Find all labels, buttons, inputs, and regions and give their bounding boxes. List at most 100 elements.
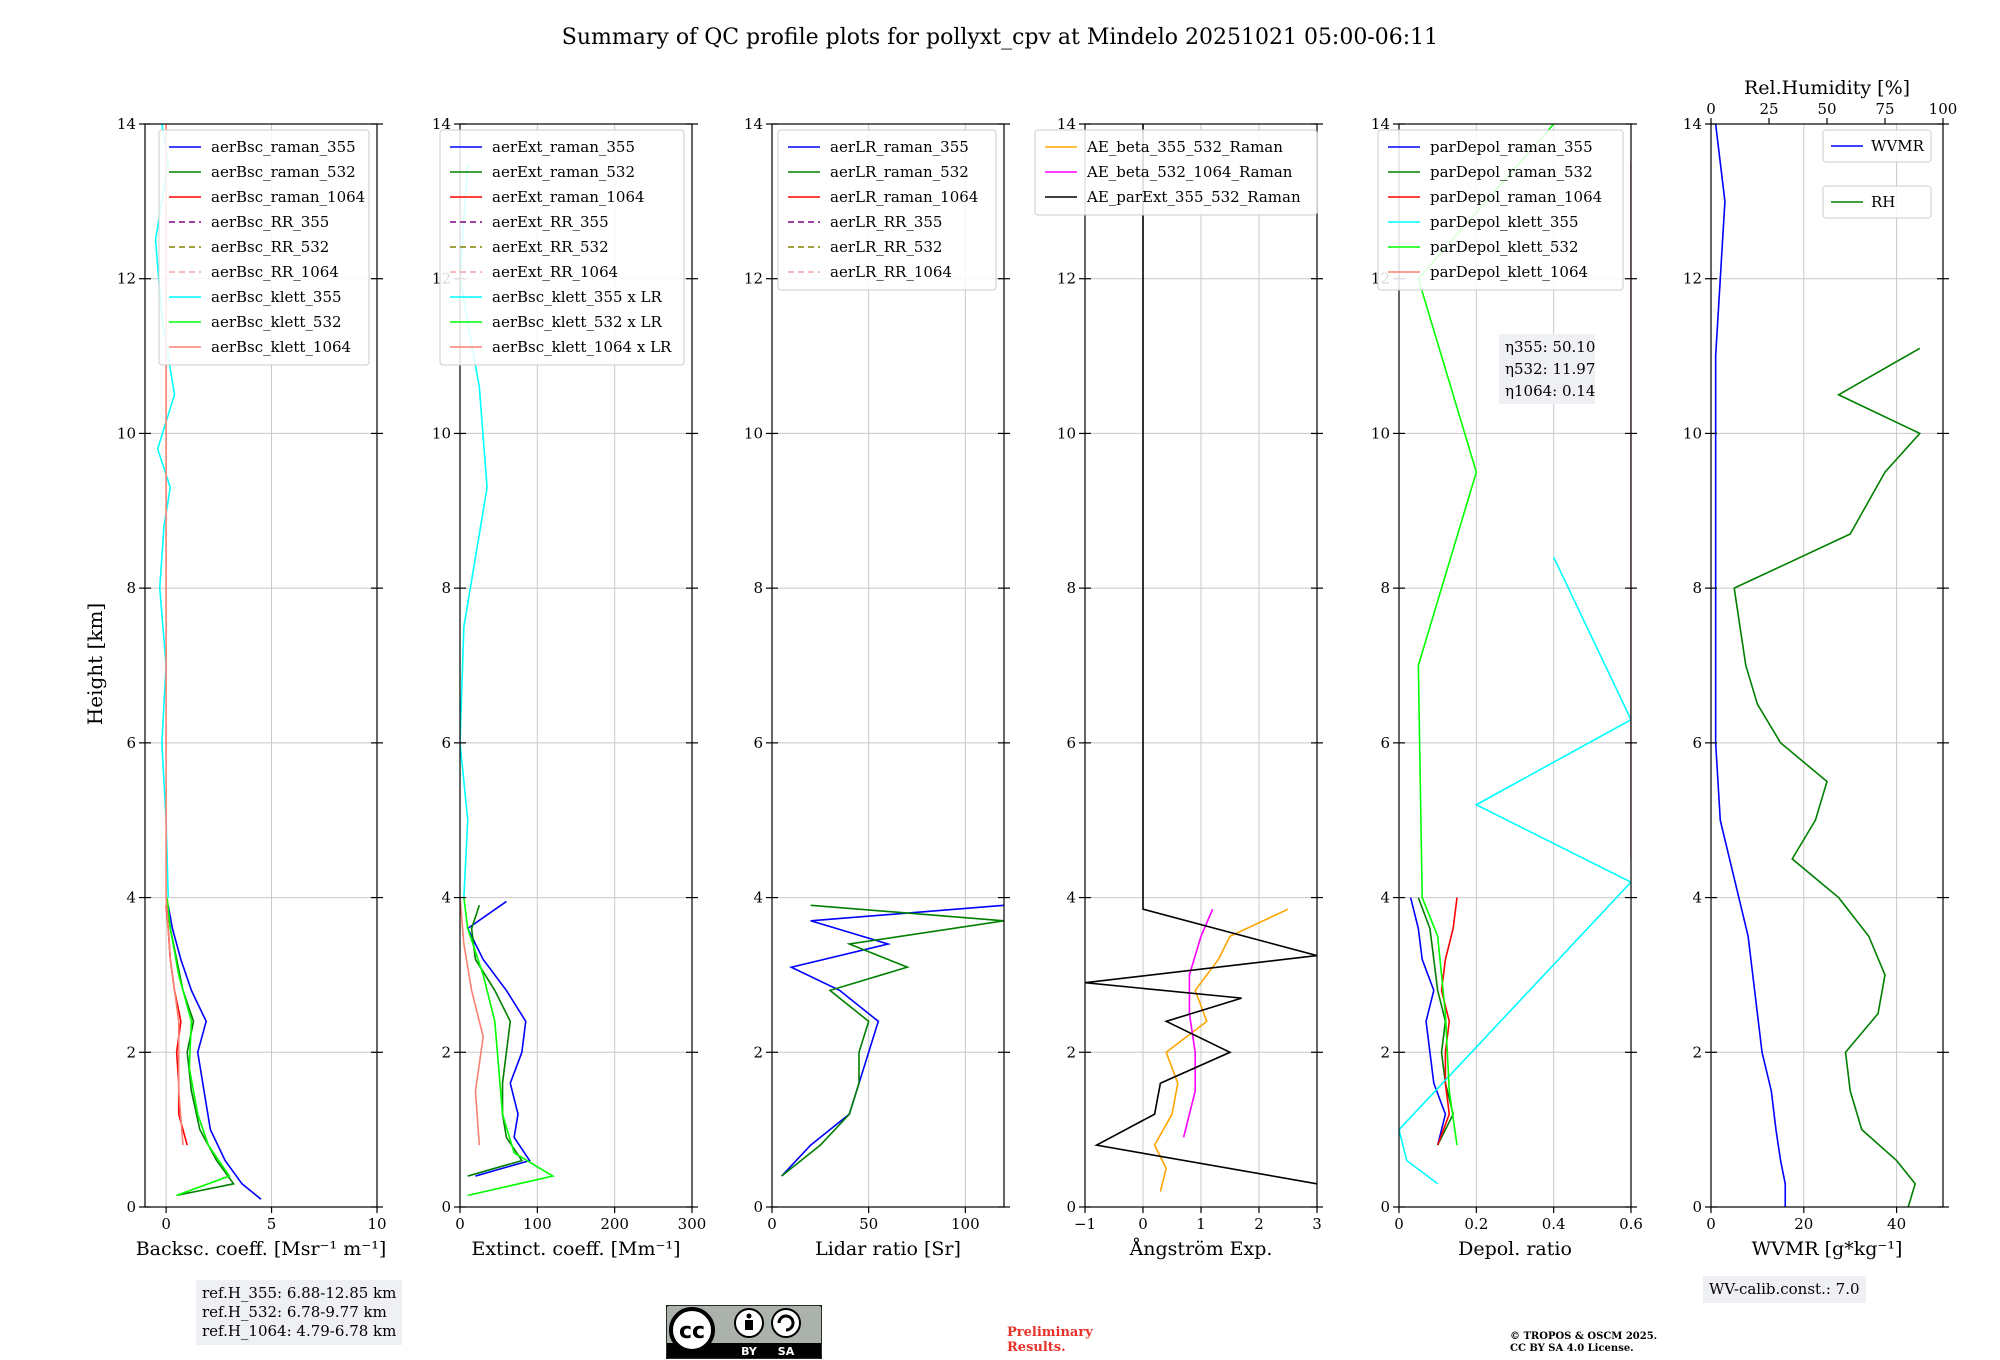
y-tick-label: 14	[1683, 115, 1702, 133]
y-tick-label: 14	[432, 115, 451, 133]
x-tick-label: 300	[678, 1215, 707, 1233]
x-tick-label: 0	[1706, 1215, 1716, 1233]
eta-annotation-label: η532: 11.97	[1505, 360, 1595, 378]
y-tick-label: 2	[753, 1043, 763, 1061]
series-line-aerBsc_klett_355	[154, 124, 176, 898]
legend-label: WVMR	[1871, 137, 1925, 155]
legend-box	[158, 129, 370, 366]
series-line-parDepol_raman_1064	[1436, 897, 1458, 1146]
legend-box	[1822, 129, 1932, 163]
preliminary-line-1: Preliminary	[1007, 1325, 1093, 1340]
x-tick-label: 0	[161, 1215, 171, 1233]
legend-box	[1822, 185, 1932, 219]
y-tick-label: 0	[441, 1198, 451, 1216]
legend-label: aerBsc_raman_1064	[211, 188, 365, 206]
series-line-parDepol_raman_355	[1409, 897, 1447, 1146]
x-tick-label: 0	[1394, 1215, 1404, 1233]
legend-label: aerExt_RR_1064	[492, 263, 618, 281]
x-axis-label: Extinct. coeff. [Mm⁻¹]	[471, 1238, 680, 1260]
y-tick-label: 10	[1683, 424, 1702, 442]
legend-label: parDepol_raman_532	[1430, 163, 1593, 181]
series-line-aerBsc_klett_532 x LR	[463, 897, 555, 1197]
legend-label: aerBsc_klett_532 x LR	[492, 313, 663, 331]
top-x-tick-label: 25	[1759, 100, 1778, 118]
legend-label: aerLR_raman_532	[830, 163, 969, 181]
y-tick-label: 10	[744, 424, 763, 442]
reference-height-box: ref.H_355: 6.88-12.85 km ref.H_532: 6.78…	[196, 1280, 403, 1345]
y-tick-label: 8	[1380, 579, 1390, 597]
x-tick-label: −1	[1074, 1215, 1096, 1233]
top-x-tick-label: 50	[1817, 100, 1836, 118]
x-tick-label: 100	[951, 1215, 980, 1233]
cc-mark: cc	[679, 1319, 705, 1344]
x-tick-label: 0.4	[1542, 1215, 1566, 1233]
cc-by-sa-badge: cc BY SA	[666, 1305, 822, 1359]
y-tick-label: 10	[1371, 424, 1390, 442]
legend-label: aerBsc_RR_1064	[211, 263, 339, 281]
legend-label: aerExt_raman_355	[492, 138, 635, 156]
preliminary-results-note: Preliminary Results.	[1007, 1325, 1093, 1355]
y-tick-label: 2	[1692, 1043, 1702, 1061]
y-tick-label: 14	[117, 115, 136, 133]
legend-label: parDepol_raman_1064	[1430, 188, 1602, 206]
y-tick-label: 2	[1066, 1043, 1076, 1061]
x-tick-label: 1	[1196, 1215, 1206, 1233]
x-tick-label: 0.6	[1619, 1215, 1643, 1233]
y-tick-label: 8	[1066, 579, 1076, 597]
axes-frame	[1398, 123, 1632, 1208]
figure-title: Summary of QC profile plots for pollyxt_…	[562, 25, 1438, 50]
y-tick-label: 4	[441, 889, 451, 907]
y-tick-label: 8	[1692, 579, 1702, 597]
top-x-tick-label: 75	[1875, 100, 1894, 118]
series-line-RH	[1733, 347, 1922, 1207]
y-tick-label: 0	[1692, 1198, 1702, 1216]
legend-label: aerBsc_raman_355	[211, 138, 356, 156]
legend-label: aerExt_raman_1064	[492, 188, 645, 206]
series-line-parDepol_klett_355	[1399, 556, 1631, 1185]
x-axis-label: Lidar ratio [Sr]	[815, 1238, 961, 1260]
eta-annotation-label: η1064: 0.14	[1505, 382, 1595, 400]
panel-lidar_ratio: 0 2 4 6 8 10 12 14 0 50 100 Lidar ratio [Sr] aerLR_r…	[744, 115, 1010, 1260]
legend-label: aerExt_raman_532	[492, 163, 635, 181]
y-tick-label: 12	[1057, 270, 1076, 288]
preliminary-line-2: Results.	[1007, 1340, 1066, 1355]
x-tick-label: 0	[767, 1215, 777, 1233]
sa-label: SA	[778, 1345, 795, 1358]
ref-height-1064: ref.H_1064: 4.79-6.78 km	[202, 1322, 397, 1340]
y-tick-label: 12	[1683, 270, 1702, 288]
legend-label: RH	[1871, 193, 1895, 211]
y-tick-label: 0	[126, 1198, 136, 1216]
x-tick-label: 5	[267, 1215, 277, 1233]
series-line-aerBsc_raman_355	[167, 905, 262, 1200]
y-tick-label: 14	[1057, 115, 1076, 133]
series-line-AE_parExt_355_532_Raman	[1085, 124, 1317, 1185]
y-tick-label: 4	[753, 889, 763, 907]
x-tick-label: 40	[1887, 1215, 1906, 1233]
x-tick-label: 50	[859, 1215, 878, 1233]
series-line-aerLR_raman_532	[781, 904, 1004, 1177]
legend-label: aerBsc_klett_355 x LR	[492, 288, 663, 306]
legend-label: aerLR_RR_355	[830, 213, 942, 231]
legend-label: AE_beta_355_532_Raman	[1086, 138, 1283, 156]
y-tick-label: 4	[1066, 889, 1076, 907]
axes-frame	[771, 123, 1005, 1208]
top-x-axis-label: Rel.Humidity [%]	[1744, 77, 1910, 99]
copyright-line-1: © TROPOS & OSCM 2025.	[1510, 1331, 1658, 1342]
cc-logo-icon	[669, 1307, 715, 1353]
height-axis-label: Height [km]	[83, 603, 107, 725]
y-tick-label: 10	[117, 424, 136, 442]
eta-annotation-label: η355: 50.10	[1505, 338, 1595, 356]
legend-label: parDepol_raman_355	[1430, 138, 1593, 156]
y-tick-label: 2	[441, 1043, 451, 1061]
legend-label: AE_parExt_355_532_Raman	[1086, 188, 1301, 206]
y-tick-label: 12	[117, 270, 136, 288]
x-tick-label: 2	[1254, 1215, 1264, 1233]
legend-label: aerExt_RR_355	[492, 213, 609, 231]
x-tick-label: 0	[455, 1215, 465, 1233]
x-axis-label: Depol. ratio	[1458, 1238, 1572, 1260]
series-line-aerBsc_klett_532	[166, 897, 231, 1197]
legend-label: parDepol_klett_355	[1430, 213, 1579, 231]
